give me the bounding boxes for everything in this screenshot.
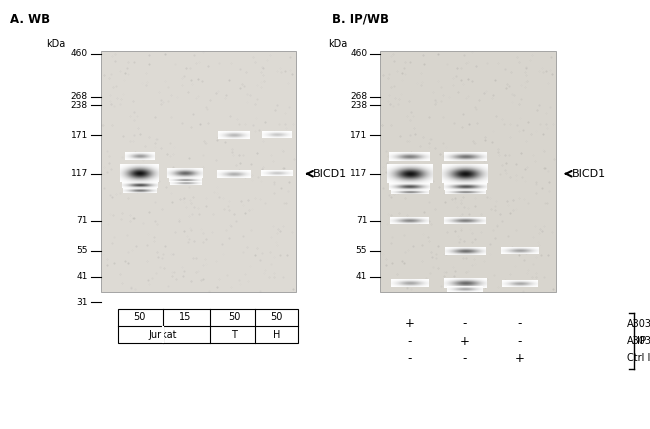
Text: BICD1: BICD1 [572, 169, 606, 179]
Text: 238: 238 [71, 101, 88, 109]
Text: 268: 268 [350, 92, 367, 101]
Text: 460: 460 [350, 49, 367, 58]
Text: -: - [463, 352, 467, 365]
Text: -: - [463, 317, 467, 330]
Text: 71: 71 [356, 217, 367, 225]
Text: 55: 55 [76, 247, 88, 255]
Text: -: - [518, 335, 522, 347]
Text: T: T [231, 329, 237, 340]
Text: IP: IP [637, 336, 646, 346]
Text: BICD1: BICD1 [313, 169, 347, 179]
Text: -: - [408, 335, 411, 347]
Text: Jurkat: Jurkat [148, 329, 177, 340]
Text: -: - [408, 352, 411, 365]
Text: A303-335A: A303-335A [627, 336, 650, 346]
Text: +: + [515, 352, 525, 365]
Text: -: - [518, 317, 522, 330]
Text: 55: 55 [356, 247, 367, 255]
Text: 171: 171 [70, 131, 88, 139]
Text: 238: 238 [350, 101, 367, 109]
Text: 268: 268 [71, 92, 88, 101]
Text: 71: 71 [76, 217, 88, 225]
Text: A. WB: A. WB [10, 13, 50, 26]
Text: H: H [272, 329, 280, 340]
Text: kDa: kDa [328, 39, 348, 48]
Text: +: + [460, 335, 470, 347]
Text: 50: 50 [133, 312, 146, 323]
Bar [101, 51, 296, 292]
Text: 41: 41 [77, 272, 88, 281]
Text: 41: 41 [356, 272, 367, 281]
Text: A303-334A: A303-334A [627, 319, 650, 329]
Text: 171: 171 [350, 131, 367, 139]
Text: Ctrl IgG: Ctrl IgG [627, 353, 650, 363]
Bar [118, 309, 298, 343]
Text: kDa: kDa [46, 39, 65, 48]
Text: +: + [404, 317, 415, 330]
Text: 460: 460 [71, 49, 88, 58]
Text: 50: 50 [270, 312, 283, 323]
Text: 117: 117 [350, 169, 367, 178]
Text: 50: 50 [227, 312, 240, 323]
Text: 15: 15 [179, 312, 192, 323]
Text: B. IP/WB: B. IP/WB [332, 13, 389, 26]
Bar [380, 51, 556, 292]
Text: 117: 117 [70, 169, 88, 178]
Text: 31: 31 [76, 298, 88, 307]
